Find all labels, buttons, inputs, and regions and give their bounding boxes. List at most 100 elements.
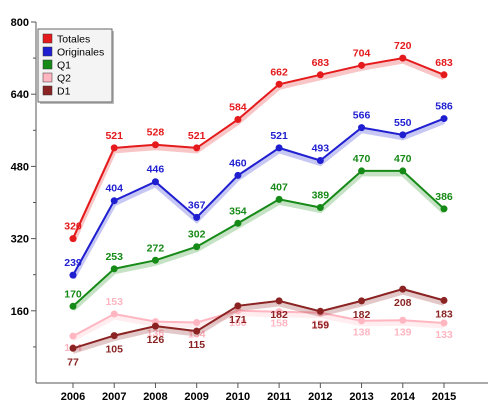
data-point [358,167,366,175]
data-label: 171 [229,314,247,326]
x-tick-label: 2011 [267,391,291,403]
data-label: 115 [188,339,205,351]
data-label: 446 [147,164,165,176]
data-point [358,317,366,325]
data-label: 367 [188,199,206,211]
data-label: 159 [312,319,330,331]
data-point [399,131,407,139]
data-point [358,61,366,69]
data-label: 139 [394,326,412,338]
data-label: 662 [270,66,288,78]
data-label: 704 [353,47,371,59]
data-point [193,243,201,251]
data-point [440,71,448,79]
y-tick-label: 480 [11,161,29,173]
data-label: 683 [312,57,330,69]
data-label: 521 [188,130,206,142]
data-point [275,80,283,88]
x-tick-label: 2010 [226,391,250,403]
data-label: 126 [147,334,165,346]
data-point [193,319,201,327]
data-label: 404 [105,183,123,195]
series-line [72,117,445,276]
data-point [110,144,118,152]
data-point [69,302,77,310]
series-totales: 320 521 528 521 584 662 683 704 720 683 [64,40,453,243]
data-label: 77 [67,356,79,368]
series-shadow [70,119,445,280]
data-point [399,316,407,324]
data-point [358,124,366,132]
legend-swatch [42,72,53,83]
series-q1: 170 253 272 302 354 407 389 470 470 386 [64,153,453,312]
data-point [440,319,448,327]
legend-label: D1 [57,86,71,98]
x-tick-label: 2009 [184,391,208,403]
data-label: 586 [435,101,453,113]
legend-swatch [42,59,53,70]
data-label: 683 [435,57,453,69]
data-point [316,71,324,79]
data-point [440,296,448,304]
data-label: 158 [270,318,288,330]
data-point [440,115,448,123]
series-d1: 77 105 126 115 171 182 159 182 208 183 [67,285,453,368]
x-tick-label: 2015 [432,391,456,403]
data-label: 272 [147,242,165,254]
data-label: 156 [312,319,330,331]
data-point [151,178,159,186]
data-label: 136 [147,328,165,340]
data-point [440,205,448,213]
data-point [234,219,242,227]
data-label: 521 [270,130,288,142]
data-point [358,297,366,305]
data-label: 528 [147,127,165,139]
data-point [193,327,201,335]
data-point [110,197,118,205]
data-label: 720 [394,40,412,52]
data-label: 354 [229,205,247,217]
data-label: 521 [105,130,123,142]
data-label: 460 [229,157,247,169]
series-line [72,57,445,240]
data-point [316,157,324,165]
series-q2: 104153136134160158156138139133 [64,296,453,354]
data-point [275,144,283,152]
data-point [193,213,201,221]
data-point [110,310,118,318]
legend-swatch [42,46,53,57]
data-label: 386 [435,191,453,203]
data-point [69,332,77,340]
data-point [234,115,242,123]
legend-label: Q2 [57,73,71,85]
data-label: 138 [353,327,371,339]
legend-label: Q1 [57,60,71,72]
data-point [234,171,242,179]
data-point [110,265,118,273]
data-label: 239 [64,257,82,269]
data-label: 182 [353,309,371,321]
data-label: 470 [394,153,412,165]
data-label: 160 [229,317,247,329]
data-point [110,332,118,340]
data-label: 105 [105,344,123,356]
data-label: 133 [435,329,453,341]
data-label: 153 [105,296,123,308]
legend-swatch [42,33,53,44]
data-label: 407 [270,181,288,193]
x-tick-label: 2006 [61,391,85,403]
legend-swatch [42,85,53,96]
y-tick-label: 800 [11,17,29,29]
x-tick-label: 2012 [308,391,332,403]
data-label: 182 [270,309,288,321]
series-shadow [71,311,445,342]
data-point [275,308,283,316]
x-tick-label: 2008 [143,391,167,403]
data-label: 183 [435,308,453,320]
data-label: 253 [105,251,123,263]
x-tick-label: 2007 [102,391,126,403]
data-label: 584 [229,101,247,113]
data-point [151,141,159,149]
y-tick-label: 320 [11,234,29,246]
